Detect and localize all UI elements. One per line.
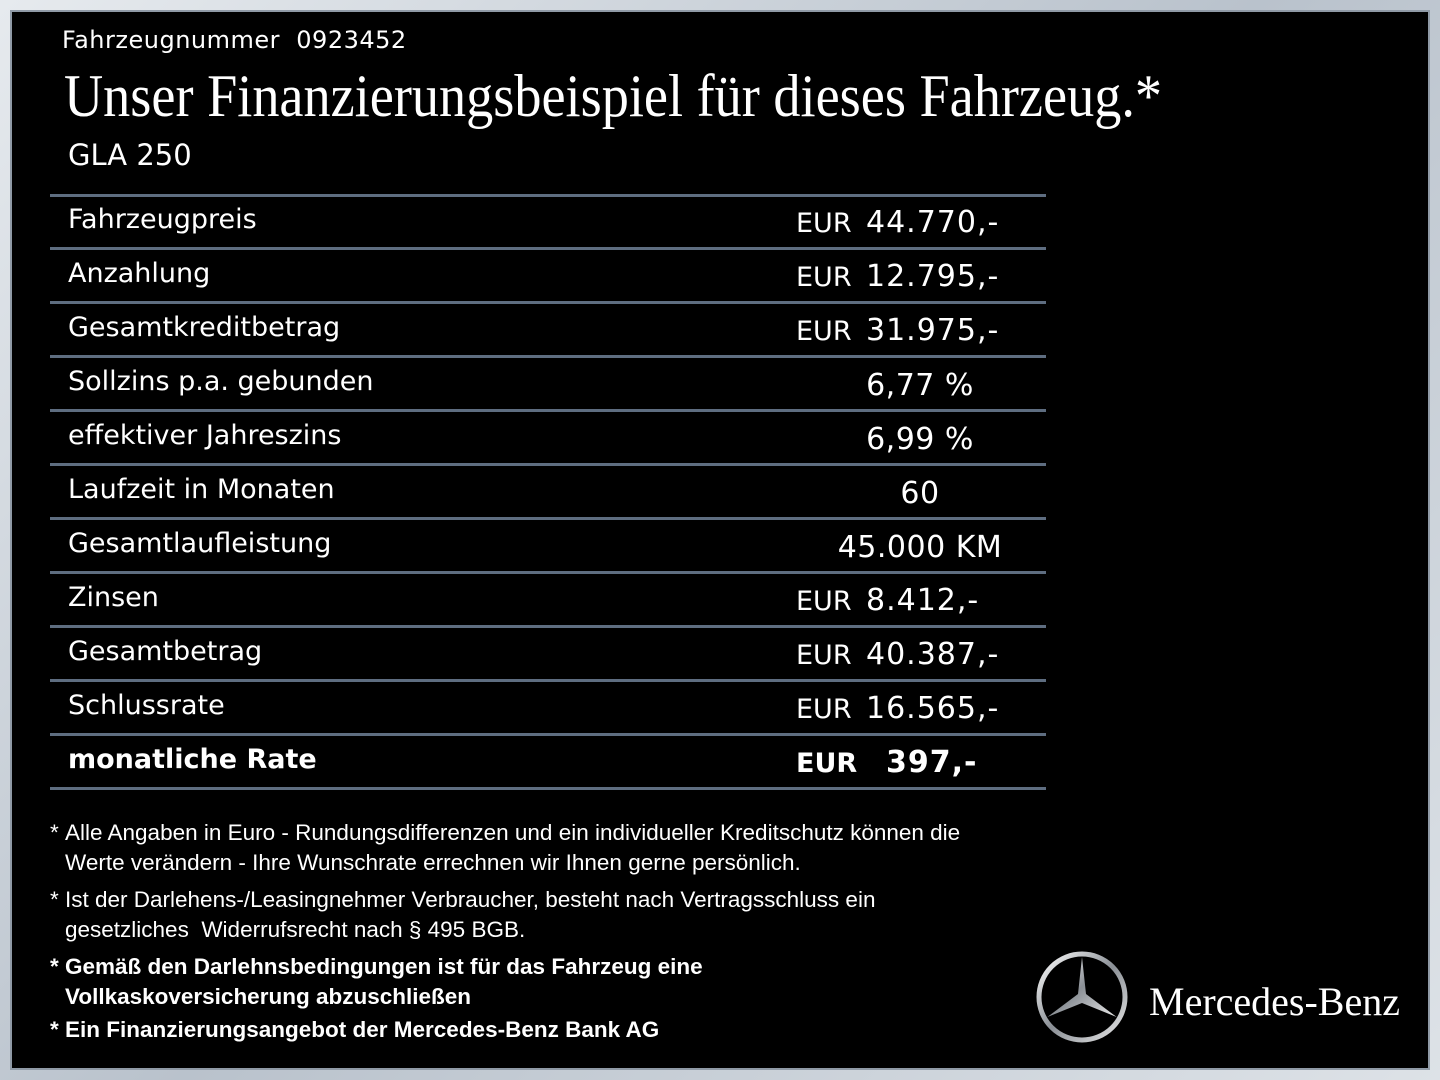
footnote: * Alle Angaben in Euro - Rundungsdifferen… (50, 818, 960, 878)
footnote-marker: * (50, 820, 59, 845)
title-svg: Unser Finanzierungsbeispiel für dieses F… (64, 63, 1162, 129)
row-divider (50, 679, 1046, 682)
row-amount: 8.412,- (866, 583, 980, 618)
footnote-marker: * (50, 887, 59, 912)
row-label: Zinsen (68, 582, 159, 613)
row-divider (50, 355, 1046, 358)
row-currency: EUR (796, 316, 852, 347)
row-currency: EUR (796, 262, 852, 293)
vehicle-number-label: Fahrzeugnummer (62, 26, 281, 54)
row-label: Laufzeit in Monaten (68, 474, 335, 505)
footnote-line: gesetzliches Widerrufsrecht nach § 495 B… (65, 917, 526, 942)
footnote-line: Vollkaskoversicherung abzuschließen (65, 984, 471, 1009)
footnote-line: Werte verändern - Ihre Wunschrate errech… (65, 850, 801, 875)
row-divider (50, 787, 1046, 790)
row-currency: EUR (796, 208, 852, 239)
row-amount: 397,- (886, 745, 978, 780)
row-label: Schlussrate (68, 690, 225, 721)
row-divider (50, 625, 1046, 628)
footnote: * Gemäß den Darlehnsbedingungen ist für d… (50, 952, 703, 1012)
row-currency: EUR (796, 640, 852, 671)
brand-star (1036, 951, 1128, 1043)
footnote-line: Gemäß den Darlehnsbedingungen ist für da… (65, 954, 703, 979)
model: GLA 250 (68, 138, 192, 172)
row-value: 6,99 % (866, 422, 974, 457)
row-amount: 12.795,- (866, 259, 1000, 294)
footnote: * Ist der Darlehens-/Leasingnehmer Verbra… (50, 885, 875, 945)
row-label: Fahrzeugpreis (68, 204, 257, 235)
row-amount: 40.387,- (866, 637, 1000, 672)
row-divider (50, 247, 1046, 250)
footnote-line: Ist der Darlehens-/Leasingnehmer Verbrau… (65, 887, 876, 912)
row-amount: 16.565,- (866, 691, 1000, 726)
row-label: effektiver Jahreszins (68, 420, 342, 451)
row-divider (50, 301, 1046, 304)
footnote-line: Alle Angaben in Euro - Rundungsdifferenz… (65, 820, 961, 845)
panel: Fahrzeugnummer 0923452 Unser Finanzierun… (12, 12, 1428, 1068)
row-label: Gesamtlaufleistung (68, 528, 332, 559)
footnote: * Ein Finanzierungsangebot der Mercedes-B… (50, 1015, 659, 1045)
row-label: Anzahlung (68, 258, 211, 289)
vehicle-number-value: 0923452 (296, 26, 407, 54)
footnote-line: Ein Finanzierungsangebot der Mercedes-Be… (65, 1017, 660, 1042)
row-value: 6,77 % (866, 368, 974, 403)
footnote-marker: * (50, 954, 59, 979)
row-currency: EUR (796, 586, 852, 617)
row-value: 60 (900, 476, 940, 511)
row-amount: 31.975,- (866, 313, 1000, 348)
brand-name: Mercedes-Benz (1149, 979, 1400, 1024)
row-label: Sollzins p.a. gebunden (68, 366, 374, 397)
row-divider (50, 517, 1046, 520)
row-label: Gesamtkreditbetrag (68, 312, 341, 343)
title: Unser Finanzierungsbeispiel für dieses F… (64, 63, 1162, 129)
row-divider (50, 463, 1046, 466)
row-currency: EUR (796, 748, 858, 779)
row-label: monatliche Rate (68, 744, 317, 775)
row-value: 45.000 KM (837, 530, 1003, 565)
row-divider (50, 571, 1046, 574)
row-label: Gesamtbetrag (68, 636, 263, 667)
row-divider (50, 733, 1046, 736)
footnote-marker: * (50, 1017, 59, 1042)
row-divider (50, 409, 1046, 412)
vehicle-number: Fahrzeugnummer 0923452 (62, 26, 407, 54)
row-amount: 44.770,- (866, 205, 1000, 240)
row-currency: EUR (796, 694, 852, 725)
row-divider (50, 194, 1046, 197)
